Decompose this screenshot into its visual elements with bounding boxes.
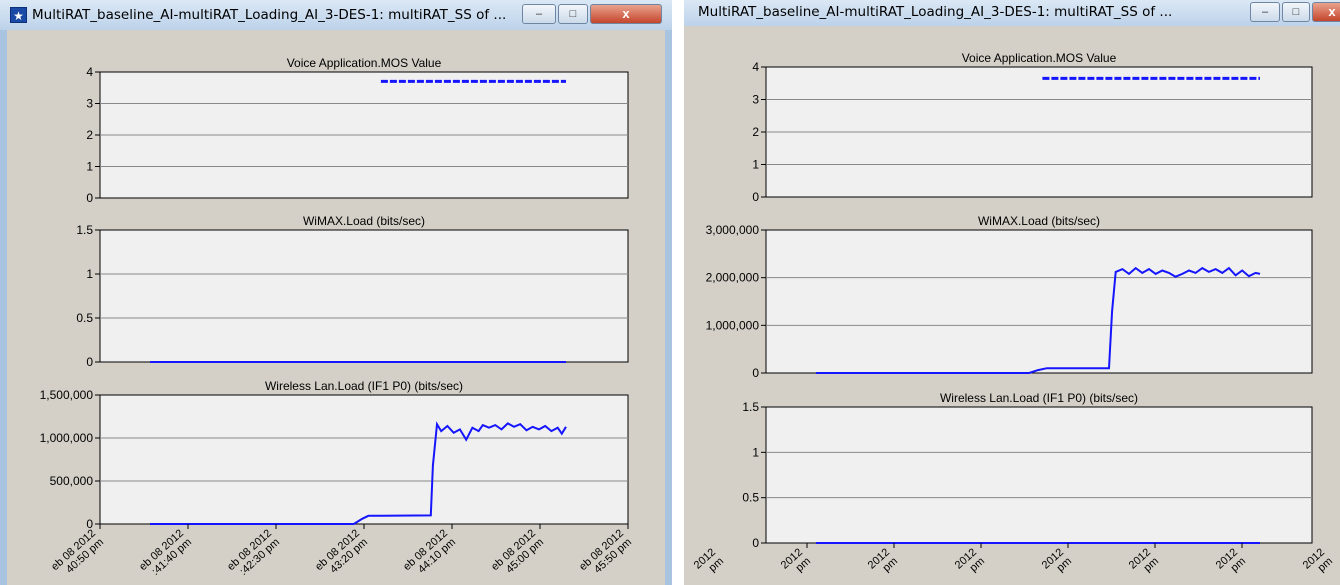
y-tick-label: 1.5 <box>76 223 93 237</box>
y-tick-label: 1 <box>86 160 93 174</box>
y-tick-label: 1,000,000 <box>40 431 94 445</box>
series-line-3 <box>150 421 567 525</box>
close-button[interactable]: x <box>1312 2 1340 22</box>
plot-area-2 <box>99 229 629 363</box>
x-tick-label: eb 08 2012:42:30 pm <box>225 527 282 578</box>
y-tick-label: 4 <box>86 65 93 79</box>
y-tick-label: 0 <box>86 517 93 531</box>
analysis-window-right: MultiRAT_baseline_AI-multiRAT_Loading_AI… <box>684 0 1340 585</box>
y-tick-label: 1 <box>752 445 759 459</box>
y-tick-label: 0.5 <box>76 311 93 325</box>
y-tick-label: 0 <box>86 355 93 369</box>
chart-title-1: Voice Application.MOS Value <box>287 56 442 70</box>
y-tick-label: 0 <box>86 191 93 205</box>
y-tick-label: 500,000 <box>50 474 94 488</box>
y-tick-label: 1,000,000 <box>706 318 760 332</box>
maximize-button[interactable]: □ <box>558 4 588 24</box>
close-button[interactable]: x <box>590 4 662 24</box>
chart-title-3: Wireless Lan.Load (IF1 P0) (bits/sec) <box>265 379 463 393</box>
y-tick-label: 1 <box>86 267 93 281</box>
plot-area-3 <box>99 394 629 525</box>
plot-area-2 <box>765 229 1313 374</box>
minimize-button[interactable]: – <box>522 4 556 24</box>
y-tick-label: 4 <box>752 60 759 74</box>
y-tick-label: 1 <box>752 158 759 172</box>
series-line-2 <box>816 266 1261 374</box>
y-tick-label: 3 <box>86 97 93 111</box>
y-tick-label: 1,500,000 <box>40 388 94 402</box>
y-tick-label: 2 <box>752 125 759 139</box>
y-tick-label: 0.5 <box>742 491 759 505</box>
x-tick-label: eb 08 2012:41:40 pm <box>137 527 194 578</box>
y-tick-label: 0 <box>752 366 759 380</box>
y-tick-label: 2 <box>86 128 93 142</box>
chart-title-2: WiMAX.Load (bits/sec) <box>978 214 1100 228</box>
title-bar[interactable]: MultiRAT_baseline_AI-multiRAT_Loading_AI… <box>684 0 1340 26</box>
chart-title-3: Wireless Lan.Load (IF1 P0) (bits/sec) <box>940 391 1138 405</box>
y-tick-label: 0 <box>752 190 759 204</box>
window-title: MultiRAT_baseline_AI-multiRAT_Loading_AI… <box>32 7 507 23</box>
analysis-window-left: ★ MultiRAT_baseline_AI-multiRAT_Loading_… <box>0 0 672 585</box>
title-bar[interactable]: ★ MultiRAT_baseline_AI-multiRAT_Loading_… <box>0 0 672 30</box>
y-tick-label: 0 <box>752 536 759 550</box>
chart-title-1: Voice Application.MOS Value <box>962 51 1117 65</box>
y-tick-label: 2,000,000 <box>706 271 760 285</box>
maximize-button[interactable]: □ <box>1282 2 1310 22</box>
y-tick-label: 3 <box>752 93 759 107</box>
chart-title-2: WiMAX.Load (bits/sec) <box>303 214 425 228</box>
graph-panels-right: Voice Application.MOS Value 0 1 2 3 4 WiMAX.Lo… <box>692 51 1335 574</box>
minimize-button[interactable]: – <box>1250 2 1280 22</box>
graph-panels-left: Voice Application.MOS Value 0 1 2 3 4 WiMAX.Lo… <box>40 56 634 578</box>
y-tick-label: 1.5 <box>742 400 759 414</box>
plot-area-3 <box>765 406 1313 544</box>
y-tick-label: 3,000,000 <box>706 223 760 237</box>
app-star-icon: ★ <box>10 7 27 23</box>
window-title: MultiRAT_baseline_AI-multiRAT_Loading_AI… <box>698 4 1173 20</box>
